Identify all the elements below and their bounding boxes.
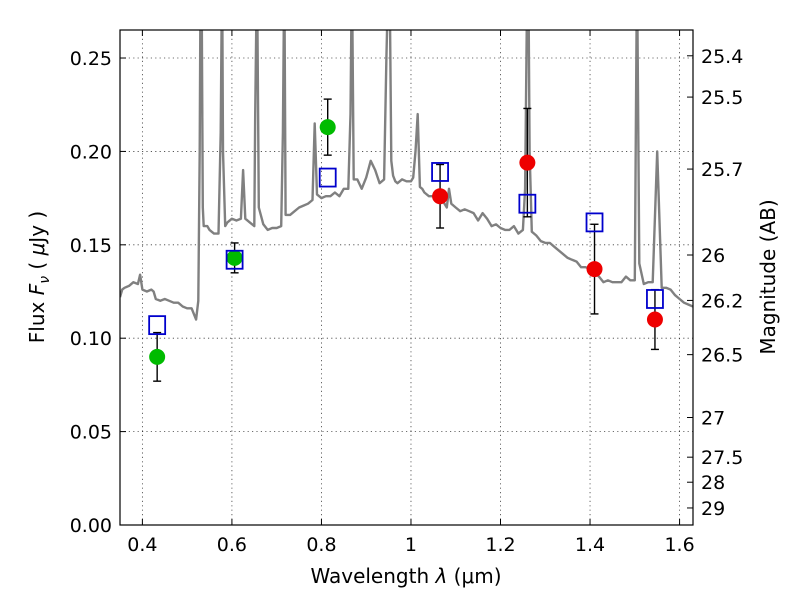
photometry-points	[149, 119, 663, 365]
y-tick-label-0: 0.00	[70, 515, 112, 537]
x-tick-label-3: 1	[405, 534, 417, 556]
y-tick-label-2: 0.10	[70, 328, 112, 350]
y-tick-label-5: 0.25	[70, 48, 112, 70]
y2-tick-label-2: 25.7	[701, 159, 743, 181]
y-tick-label-1: 0.05	[70, 422, 112, 444]
green-point-2	[319, 119, 336, 136]
x-tick-label-5: 1.4	[575, 534, 605, 556]
x-axis-title-variable: λ	[434, 564, 447, 588]
y2-tick-label-1: 25.5	[701, 87, 743, 109]
y2-axis-ticks: 25.4 25.5 25.7 26 26.2 26.5 27 27.5 28 29	[687, 46, 743, 520]
y-axis-title: Flux Fν ( μJy )	[25, 211, 53, 343]
model-square-0	[148, 315, 167, 336]
y-axis-title-prefix: Flux	[25, 295, 49, 343]
model-square-6	[646, 289, 664, 309]
y-axis-title-variable: F	[25, 283, 49, 295]
x-axis-title: Wavelength λ (μm)	[310, 564, 501, 588]
x-tick-label-0: 0.4	[127, 534, 157, 556]
green-point-1	[226, 249, 243, 266]
y-axis-title-unit-open: (	[25, 255, 49, 276]
y-tick-label-3: 0.15	[70, 235, 112, 257]
y2-axis-title: Magnitude (AB)	[756, 199, 780, 354]
y-axis-title-subscript: ν	[37, 276, 53, 284]
y2-tick-label-5: 26.5	[701, 345, 743, 367]
model-square-5	[585, 212, 604, 233]
y-axis-ticks: 0.00 0.05 0.10 0.15 0.20 0.25	[70, 48, 126, 537]
x-axis-title-prefix: Wavelength	[310, 564, 435, 588]
green-point-0	[149, 348, 166, 365]
x-tick-label-4: 1.2	[485, 534, 515, 556]
grid-lines	[120, 30, 693, 526]
y-tick-label-4: 0.20	[70, 141, 112, 163]
red-point-1	[519, 154, 536, 171]
model-square-1	[225, 249, 244, 270]
spectrum	[120, 30, 693, 321]
y2-tick-label-3: 26	[701, 245, 725, 267]
x-tick-label-6: 1.6	[664, 534, 694, 556]
x-tick-label-1: 0.6	[217, 534, 247, 556]
y2-tick-label-8: 28	[701, 472, 725, 494]
error-bars	[153, 98, 659, 382]
model-square-3	[431, 162, 449, 182]
y2-tick-label-6: 27	[701, 408, 725, 430]
y2-tick-label-7: 27.5	[701, 447, 743, 469]
model-square-2	[318, 167, 337, 188]
y-axis-title-unit-mu: μ	[25, 243, 49, 257]
y2-tick-label-9: 29	[701, 498, 725, 520]
y-axis-title-unit-rest: Jy )	[25, 211, 49, 245]
y2-tick-label-0: 25.4	[701, 46, 743, 68]
x-tick-label-2: 0.8	[306, 534, 336, 556]
red-point-3	[646, 311, 663, 328]
y2-tick-label-4: 26.2	[701, 290, 743, 312]
model-photometry-squares	[148, 162, 664, 336]
plot-frame	[119, 29, 694, 526]
model-square-4	[518, 193, 537, 214]
x-axis-ticks: 0.4 0.6 0.8 1 1.2 1.4 1.6	[127, 30, 695, 556]
x-axis-title-unit: (μm)	[447, 564, 501, 588]
red-point-0	[432, 188, 449, 205]
model-spectrum-line	[120, 30, 693, 321]
red-point-2	[586, 261, 603, 278]
